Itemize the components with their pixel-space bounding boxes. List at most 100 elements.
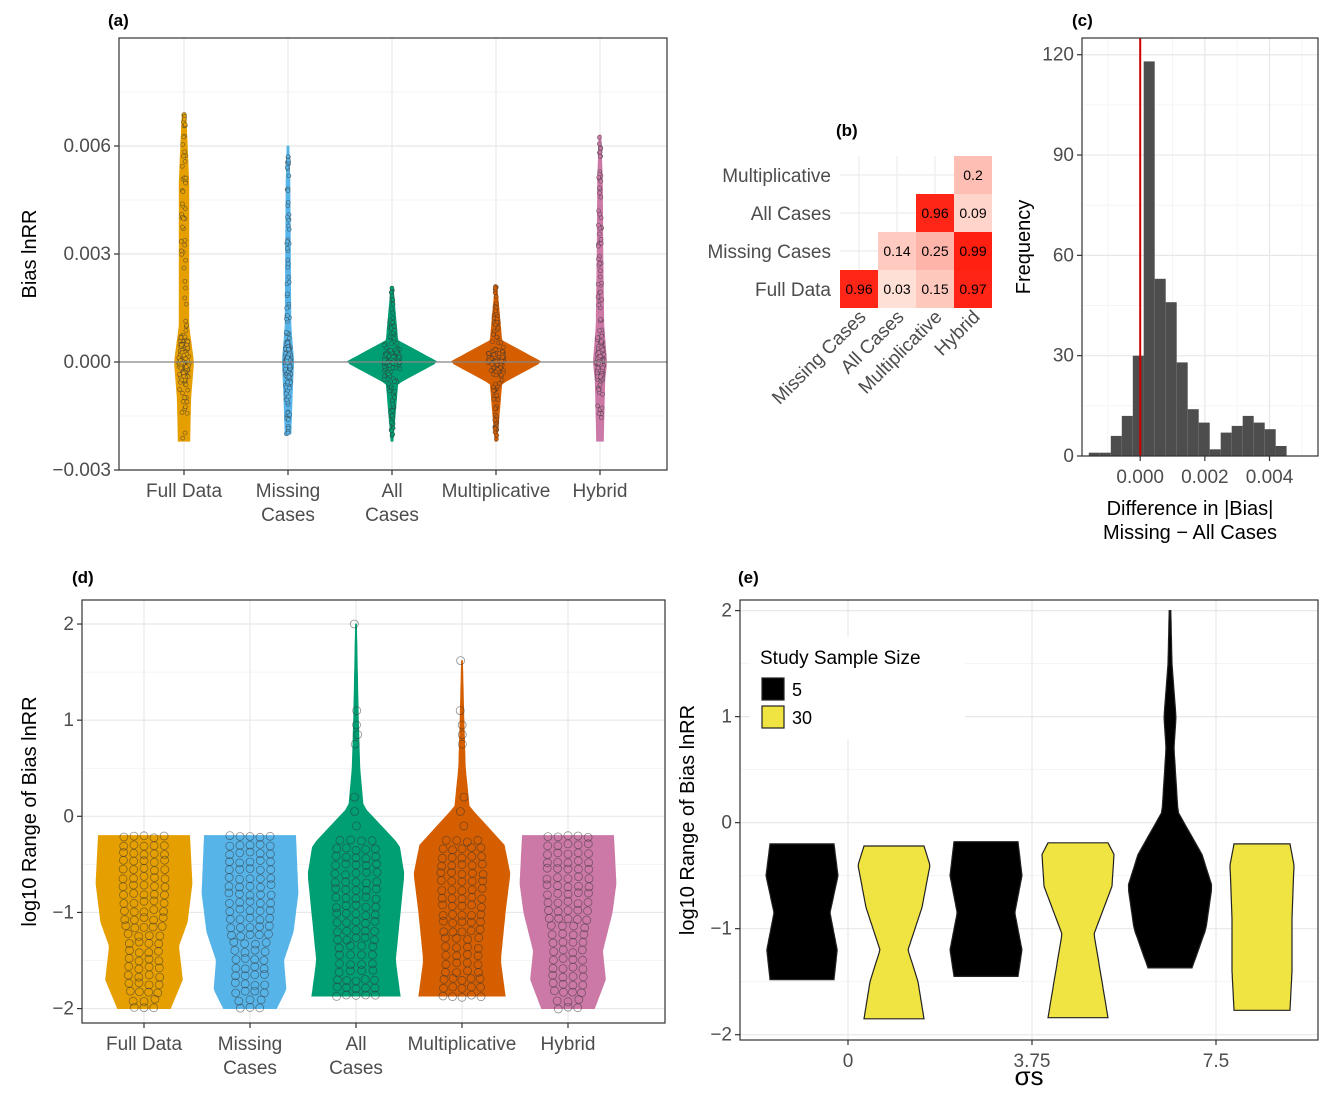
data-point: [548, 970, 558, 980]
data-point: [492, 417, 498, 423]
data-point: [285, 291, 290, 297]
data-point: [283, 391, 289, 397]
data-point: [225, 841, 235, 851]
data-point: [392, 389, 398, 394]
data-point: [558, 964, 568, 973]
data-point: [563, 831, 573, 841]
histogram-bar: [1176, 362, 1188, 456]
y-tick-label: −2: [52, 999, 74, 1020]
data-point: [129, 907, 139, 917]
histogram-bar: [1209, 449, 1221, 456]
data-point: [119, 841, 129, 851]
data-point: [285, 313, 290, 319]
data-point: [177, 372, 182, 377]
heatmap-cell-label: 0.25: [921, 243, 948, 259]
data-point: [245, 874, 255, 884]
data-point: [441, 959, 451, 969]
data-point: [491, 352, 497, 358]
data-point: [351, 909, 361, 919]
data-point: [181, 374, 187, 379]
data-point: [341, 859, 351, 869]
data-point: [370, 975, 379, 985]
data-point: [331, 903, 341, 912]
violin-ss30-sigma-3-75: [1041, 842, 1115, 1019]
data-point: [351, 933, 361, 943]
data-point: [255, 856, 265, 865]
data-point: [596, 411, 602, 416]
data-point: [473, 835, 483, 845]
data-point: [457, 917, 467, 926]
x-tick-label: 3.75: [1014, 1051, 1051, 1072]
data-point: [597, 153, 603, 159]
data-point: [568, 948, 578, 958]
y-tick-label: −1: [52, 902, 74, 923]
data-point: [448, 845, 457, 855]
data-point: [543, 832, 553, 841]
data-point: [448, 927, 458, 937]
histogram-bar: [1110, 435, 1122, 456]
data-point: [478, 870, 488, 879]
data-point: [245, 890, 255, 900]
data-point: [350, 739, 360, 749]
histogram-bar: [1275, 446, 1287, 456]
data-point: [332, 992, 342, 1001]
data-point: [129, 898, 139, 908]
data-point: [346, 950, 355, 960]
heatmap-cell-label: 0.96: [845, 281, 872, 297]
data-point: [255, 865, 265, 875]
data-point: [361, 878, 371, 888]
data-point: [546, 921, 556, 930]
data-point: [118, 864, 128, 874]
data-point: [447, 894, 457, 903]
data-point: [183, 328, 189, 333]
data-point: [563, 906, 573, 915]
data-point: [149, 905, 159, 915]
data-point: [342, 935, 352, 945]
data-point: [438, 911, 448, 920]
data-point: [386, 381, 392, 387]
data-point: [139, 890, 149, 900]
x-tick-label: Full Data: [146, 481, 222, 502]
data-point: [563, 1002, 573, 1012]
y-tick-label: 0: [1063, 446, 1074, 467]
data-point: [231, 988, 241, 998]
data-point: [493, 308, 498, 314]
data-point: [139, 841, 149, 851]
data-point: [245, 864, 255, 873]
data-point: [370, 927, 380, 936]
data-point: [335, 950, 344, 960]
data-point: [583, 897, 593, 907]
data-point: [597, 149, 603, 155]
data-point: [149, 1003, 159, 1013]
points-all-cases: [330, 619, 382, 1001]
data-point: [553, 873, 562, 882]
data-point: [439, 983, 448, 993]
data-point: [466, 917, 476, 927]
data-point: [493, 294, 499, 300]
data-point: [494, 433, 500, 438]
data-point: [457, 877, 467, 886]
data-point: [392, 379, 397, 384]
data-point: [150, 994, 160, 1004]
data-point: [392, 395, 397, 401]
data-point: [547, 930, 557, 940]
data-point: [542, 880, 552, 890]
data-point: [341, 843, 351, 853]
data-point: [390, 354, 396, 360]
data-point: [330, 878, 340, 887]
violin-ss5-sigma-0: [765, 843, 839, 981]
heatmap-cell-label: 0.97: [959, 281, 986, 297]
heatmap-cell: [916, 194, 954, 232]
data-point: [183, 285, 188, 291]
data-point: [235, 832, 245, 841]
data-point: [457, 844, 467, 854]
data-point: [598, 374, 603, 380]
data-point: [332, 908, 342, 918]
data-point: [498, 372, 504, 378]
x-tick-label: Hybrid: [573, 481, 628, 502]
data-point: [129, 840, 139, 850]
data-point: [574, 881, 583, 891]
x-tick-label: 0: [843, 1051, 854, 1072]
data-point: [360, 975, 370, 984]
